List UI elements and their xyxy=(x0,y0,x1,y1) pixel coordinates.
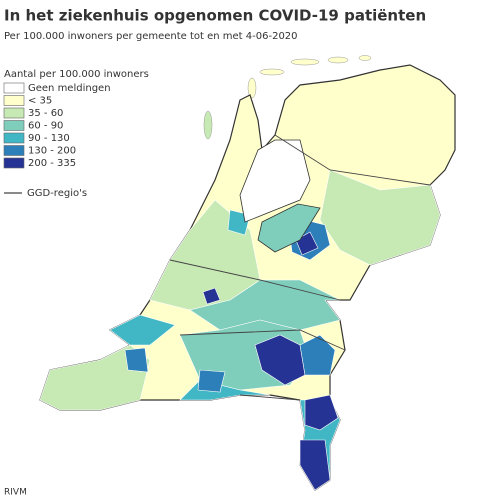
legend-label: 60 - 90 xyxy=(28,121,63,132)
region xyxy=(319,169,441,266)
legend-swatch xyxy=(3,157,25,169)
region xyxy=(304,394,339,431)
region xyxy=(202,287,221,305)
region xyxy=(299,439,331,491)
island xyxy=(290,58,320,66)
region xyxy=(197,369,226,393)
legend-label: 90 - 130 xyxy=(28,133,70,144)
legend-swatch xyxy=(3,120,25,131)
island xyxy=(327,56,349,64)
title: In het ziekenhuis opgenomen COVID-19 pat… xyxy=(4,7,426,25)
source: RIVM xyxy=(4,488,27,498)
island xyxy=(203,110,213,140)
legend-label: 200 - 335 xyxy=(28,158,76,169)
island xyxy=(247,77,257,99)
region-line-label: GGD-regio's xyxy=(27,188,87,199)
legend-label: < 35 xyxy=(28,96,52,107)
island xyxy=(358,55,372,61)
legend-label: Geen meldingen xyxy=(28,83,111,94)
legend-swatch xyxy=(3,107,25,119)
region-border xyxy=(179,329,346,351)
region-border xyxy=(239,394,301,401)
legend-label: 35 - 60 xyxy=(28,108,63,119)
region xyxy=(124,347,149,373)
region xyxy=(299,334,336,376)
legend-swatch xyxy=(3,82,25,94)
island xyxy=(259,68,285,76)
subtitle: Per 100.000 inwoners per gemeente tot en… xyxy=(4,31,298,42)
legend-swatch xyxy=(3,95,25,106)
region-border xyxy=(274,134,431,186)
map xyxy=(39,55,456,491)
legend-swatch xyxy=(3,145,25,156)
region xyxy=(39,344,151,411)
legend-swatch xyxy=(3,132,25,144)
legend-title: Aantal per 100.000 inwoners xyxy=(4,69,149,80)
region xyxy=(257,203,321,253)
region xyxy=(109,314,176,346)
region-border xyxy=(169,259,341,301)
legend-label: 130 - 200 xyxy=(28,146,76,157)
